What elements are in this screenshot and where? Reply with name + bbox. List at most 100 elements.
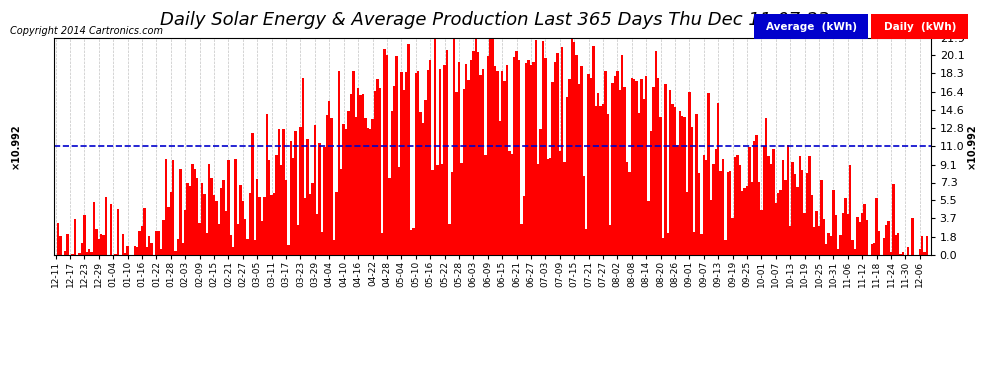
Bar	[78, 253, 81, 255]
Bar	[364, 118, 366, 255]
Bar	[225, 211, 228, 255]
Bar	[146, 247, 148, 255]
Bar	[779, 190, 782, 255]
Text: ×10.992: ×10.992	[11, 123, 21, 169]
Bar	[247, 239, 248, 255]
Bar	[102, 235, 105, 255]
Bar	[349, 94, 352, 255]
Bar	[307, 139, 309, 255]
Bar	[277, 129, 280, 255]
Bar	[609, 225, 612, 255]
Bar	[619, 90, 621, 255]
Bar	[530, 65, 533, 255]
Bar	[643, 99, 644, 255]
Bar	[753, 141, 755, 255]
Bar	[223, 180, 225, 255]
Bar	[885, 225, 887, 255]
Bar	[371, 119, 373, 255]
Bar	[511, 153, 513, 255]
Bar	[240, 185, 242, 255]
Bar	[378, 88, 381, 255]
Text: Copyright 2014 Cartronics.com: Copyright 2014 Cartronics.com	[10, 26, 163, 36]
Bar	[324, 147, 326, 255]
Bar	[565, 97, 568, 255]
Bar	[592, 46, 595, 255]
Bar	[477, 52, 479, 255]
Bar	[688, 92, 691, 255]
Bar	[715, 149, 717, 255]
Bar	[460, 163, 462, 255]
Bar	[297, 225, 299, 255]
Bar	[208, 164, 211, 255]
Bar	[452, 38, 455, 255]
Bar	[336, 192, 338, 255]
Bar	[745, 186, 748, 255]
Bar	[457, 62, 460, 255]
Bar	[160, 249, 162, 255]
Bar	[887, 221, 890, 255]
Bar	[770, 164, 772, 255]
Bar	[762, 146, 765, 255]
Bar	[369, 129, 371, 255]
Bar	[427, 70, 429, 255]
Bar	[73, 219, 76, 255]
Bar	[636, 81, 638, 255]
Bar	[215, 201, 218, 255]
Bar	[542, 41, 545, 255]
Bar	[455, 92, 457, 255]
Bar	[520, 225, 523, 255]
Bar	[494, 66, 496, 255]
Bar	[533, 63, 535, 255]
Bar	[191, 164, 194, 255]
Bar	[791, 162, 794, 255]
Bar	[878, 231, 880, 255]
Bar	[647, 201, 649, 255]
Bar	[590, 78, 592, 255]
Bar	[424, 100, 427, 255]
Bar	[179, 169, 182, 255]
Bar	[124, 254, 127, 255]
Bar	[206, 233, 208, 255]
Bar	[155, 231, 157, 255]
Bar	[444, 65, 446, 255]
Bar	[366, 128, 369, 255]
Bar	[614, 76, 616, 255]
Bar	[357, 88, 359, 255]
Bar	[616, 70, 619, 255]
Bar	[341, 169, 343, 255]
Bar	[93, 202, 95, 255]
Bar	[331, 118, 333, 255]
Bar	[139, 231, 141, 255]
Bar	[734, 156, 737, 255]
Bar	[599, 106, 602, 255]
Bar	[66, 234, 69, 255]
Bar	[352, 71, 354, 255]
Bar	[582, 176, 585, 255]
Bar	[568, 79, 570, 255]
Bar	[654, 51, 657, 255]
Bar	[789, 226, 791, 255]
Bar	[280, 165, 282, 255]
Bar	[624, 87, 626, 255]
Bar	[818, 226, 820, 255]
Bar	[203, 194, 206, 255]
Bar	[172, 160, 174, 255]
Bar	[148, 236, 150, 255]
Bar	[432, 170, 434, 255]
Bar	[708, 93, 710, 255]
Bar	[235, 159, 237, 255]
Bar	[846, 214, 849, 255]
Bar	[157, 231, 160, 255]
Bar	[446, 50, 448, 255]
Bar	[150, 243, 152, 255]
Bar	[907, 248, 909, 255]
Bar	[575, 55, 578, 255]
Bar	[760, 210, 762, 255]
Bar	[472, 51, 474, 255]
Bar	[245, 219, 247, 255]
Bar	[373, 91, 376, 255]
Bar	[518, 60, 520, 255]
Bar	[136, 248, 139, 255]
Bar	[563, 162, 565, 255]
Bar	[265, 114, 268, 255]
